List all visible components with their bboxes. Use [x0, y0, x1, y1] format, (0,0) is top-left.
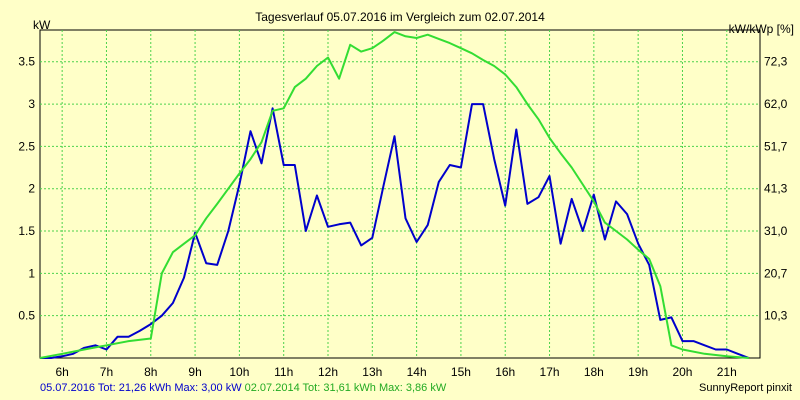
- y-tick-label-right: 10,3: [764, 309, 788, 323]
- y-axis-label-left: kW: [33, 18, 51, 32]
- y-tick-label-right: 51,7: [764, 139, 788, 153]
- x-tick-label: 11h: [274, 365, 293, 379]
- x-tick-label: 9h: [188, 365, 201, 379]
- x-tick-label: 21h: [717, 365, 737, 379]
- legend-2016: 05.07.2016 Tot: 21,26 kWh Max: 3,00 kW: [40, 382, 242, 394]
- legend-2014: 02.07.2014 Tot: 31,61 kWh Max: 3,86 kW: [244, 382, 447, 394]
- x-tick-label: 13h: [362, 365, 382, 379]
- y-tick-label-left: 2: [28, 182, 35, 196]
- x-tick-label: 17h: [540, 365, 560, 379]
- credit-text: SunnyReport pinxit: [699, 382, 792, 394]
- series-line-s2016: [40, 103, 750, 359]
- y-tick-label-left: 2.5: [18, 139, 35, 153]
- footer-legend: 05.07.2016 Tot: 21,26 kWh Max: 3,00 kW 0…: [40, 382, 446, 394]
- y-tick-label-right: 41,3: [764, 182, 788, 196]
- x-tick-label: 8h: [144, 365, 157, 379]
- y-tick-label-right: 31,0: [764, 224, 788, 238]
- y-tick-label-right: 62,0: [764, 97, 788, 111]
- y-axis-label-right: kW/kWp [%]: [728, 22, 794, 36]
- y-tick-label-left: 1.5: [18, 224, 35, 238]
- series-line-s2014: [39, 31, 749, 359]
- x-tick-label: 19h: [628, 365, 648, 379]
- x-tick-label: 15h: [451, 365, 471, 379]
- x-tick-label: 12h: [318, 365, 338, 379]
- x-tick-label: 20h: [672, 365, 692, 379]
- y-tick-label-left: 3.5: [18, 55, 35, 69]
- y-tick-label-left: 1: [28, 266, 35, 280]
- chart-title: Tagesverlauf 05.07.2016 im Vergleich zum…: [255, 10, 545, 24]
- x-tick-label: 14h: [407, 365, 427, 379]
- y-tick-label-right: 20,7: [764, 266, 788, 280]
- x-tick-label: 18h: [584, 365, 604, 379]
- y-tick-label-right: 72,3: [764, 55, 788, 69]
- plot-frame: [39, 29, 761, 359]
- x-tick-label: 6h: [55, 365, 68, 379]
- x-tick-label: 7h: [100, 365, 113, 379]
- x-tick-label: 16h: [495, 365, 515, 379]
- y-tick-label-left: 0.5: [18, 309, 35, 323]
- x-tick-label: 10h: [229, 365, 249, 379]
- y-tick-label-left: 3: [28, 97, 35, 111]
